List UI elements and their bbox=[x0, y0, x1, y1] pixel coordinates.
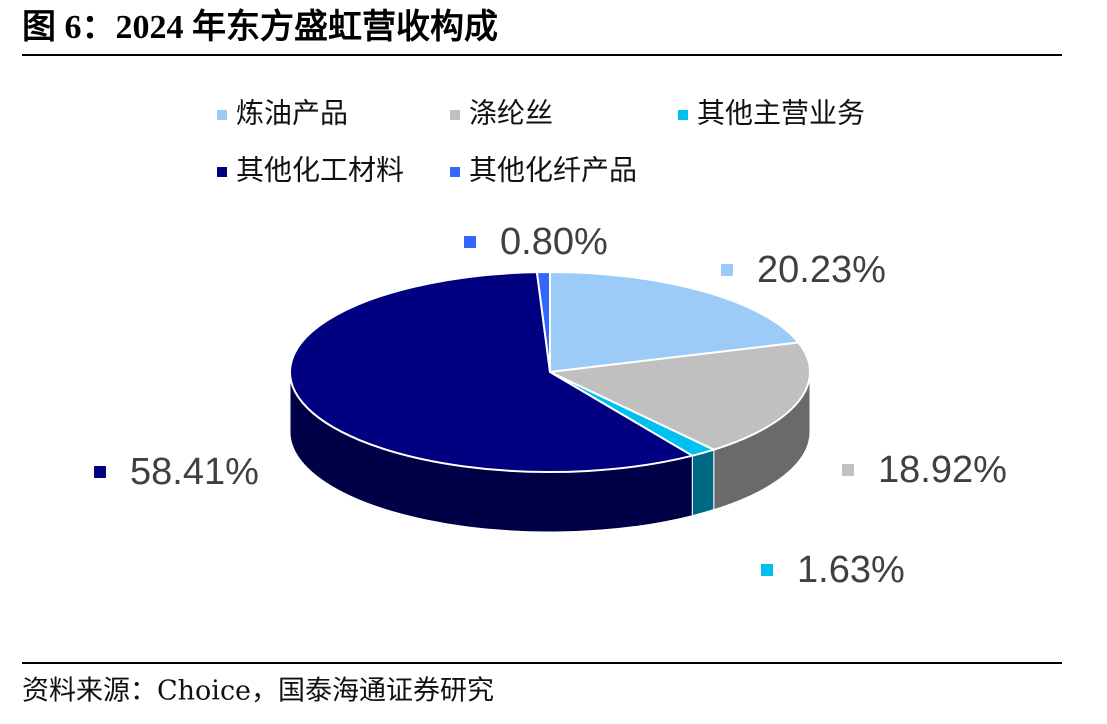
chart-title: 图 6：2024 年东方盛虹营收构成 bbox=[22, 7, 498, 46]
legend-label: 涤纶丝 bbox=[469, 97, 553, 130]
label-marker bbox=[761, 564, 773, 576]
source-note: 资料来源：Choice，国泰海通证券研究 bbox=[22, 676, 494, 707]
data-label: 0.80% bbox=[500, 221, 608, 263]
legend-label: 其他主营业务 bbox=[697, 97, 865, 130]
data-label: 20.23% bbox=[757, 249, 886, 291]
pie-slice bbox=[535, 270, 551, 373]
legend-label: 其他化工材料 bbox=[236, 154, 404, 187]
data-label: 58.41% bbox=[130, 451, 259, 493]
data-label: 1.63% bbox=[797, 549, 905, 591]
label-marker bbox=[464, 236, 476, 248]
legend-marker bbox=[217, 110, 227, 120]
pie-slice bbox=[549, 270, 801, 374]
legend-marker bbox=[450, 110, 460, 120]
data-label: 18.92% bbox=[878, 449, 1007, 491]
legend-label: 炼油产品 bbox=[236, 97, 348, 130]
legend-marker bbox=[450, 167, 460, 177]
pie-slice bbox=[289, 271, 695, 473]
pie-slice bbox=[546, 341, 811, 451]
legend-marker bbox=[217, 167, 227, 177]
legend-label: 其他化纤产品 bbox=[469, 154, 637, 187]
label-marker bbox=[842, 464, 854, 476]
pie-side bbox=[691, 448, 715, 517]
legend-marker bbox=[678, 110, 688, 120]
label-marker bbox=[94, 466, 106, 478]
label-marker bbox=[721, 264, 733, 276]
